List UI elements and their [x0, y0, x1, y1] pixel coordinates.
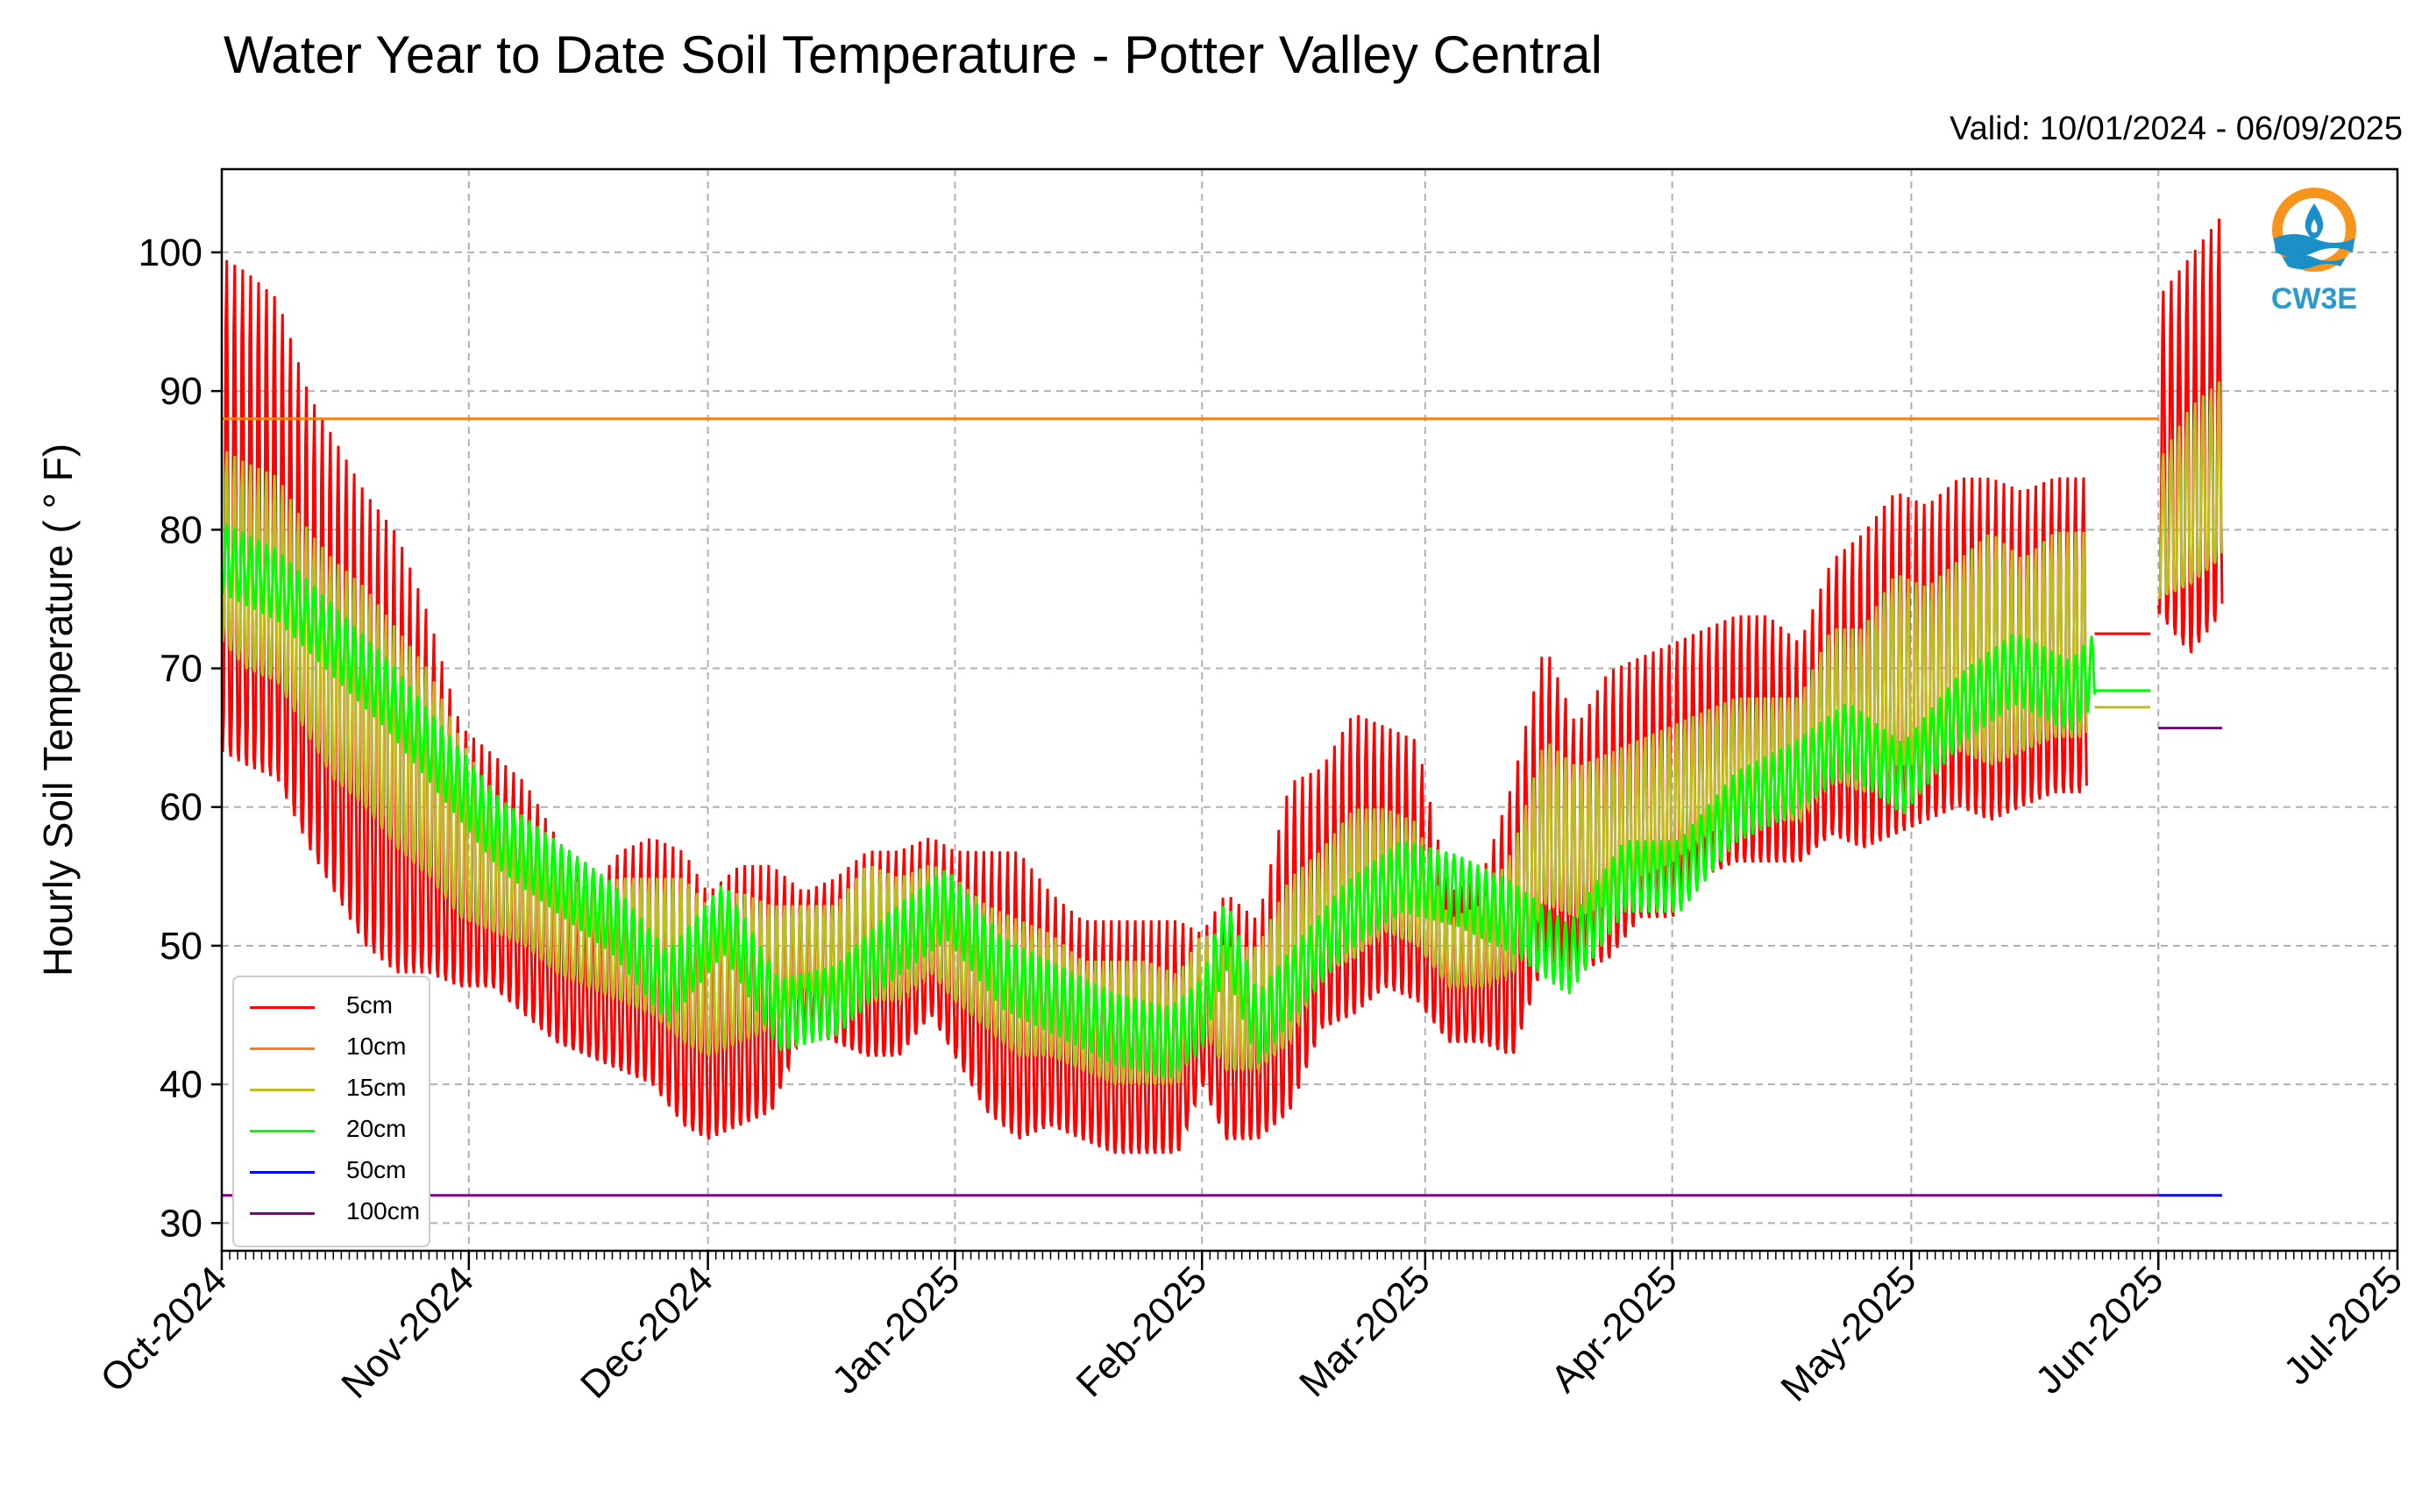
legend-item-20cm: 20cm — [250, 1113, 425, 1148]
legend-swatch-20cm — [250, 1130, 315, 1132]
x-tick-label: Mar-2025 — [1291, 1258, 1438, 1405]
x-tick-label: Oct-2024 — [92, 1258, 235, 1401]
legend-label: 20cm — [346, 1115, 407, 1142]
cw3e-logo: CW3E — [2262, 184, 2367, 316]
legend-swatch-5cm — [250, 1006, 315, 1009]
legend-item-5cm: 5cm — [250, 990, 425, 1025]
y-tick-label: 90 — [160, 370, 202, 413]
legend-label: 10cm — [346, 1033, 407, 1060]
legend-label: 15cm — [346, 1074, 407, 1101]
y-tick-label: 40 — [160, 1063, 202, 1106]
legend-swatch-15cm — [250, 1089, 315, 1091]
legend-item-10cm: 10cm — [250, 1031, 425, 1066]
y-tick-label: 50 — [160, 925, 202, 968]
valid-date-range: Valid: 10/01/2024 - 06/09/2025 — [1950, 110, 2403, 147]
x-tick-label: Jul-2025 — [2276, 1258, 2411, 1393]
plot-frame — [220, 167, 2399, 1253]
x-tick-label: Jun-2025 — [2028, 1258, 2171, 1402]
legend-item-50cm: 50cm — [250, 1154, 425, 1189]
legend-swatch-10cm — [250, 1047, 315, 1050]
x-tick-label: May-2025 — [1772, 1258, 1924, 1409]
chart-title: Water Year to Date Soil Temperature - Po… — [224, 25, 1602, 84]
x-tick-label: Feb-2025 — [1068, 1258, 1215, 1405]
legend-label: 5cm — [346, 991, 393, 1019]
x-tick-label: Nov-2024 — [333, 1258, 482, 1407]
legend-item-100cm: 100cm — [250, 1196, 425, 1231]
logo-text: CW3E — [2270, 282, 2358, 316]
water-drop-logo-icon — [2272, 188, 2356, 272]
series-20cm-line — [220, 523, 2096, 1078]
y-tick-label: 100 — [138, 231, 202, 274]
legend-label: 100cm — [346, 1197, 421, 1225]
chart-legend: 5cm 10cm 15cm 20cm 50cm 100cm — [232, 976, 430, 1247]
series-5cm-line — [220, 259, 2088, 1154]
legend-label: 50cm — [346, 1156, 407, 1183]
y-tick-label: 70 — [160, 648, 202, 691]
x-tick-label: Dec-2024 — [572, 1258, 721, 1407]
legend-swatch-100cm — [250, 1212, 315, 1215]
legend-swatch-50cm — [250, 1171, 315, 1174]
y-tick-label: 60 — [160, 786, 202, 829]
y-tick-label: 30 — [160, 1202, 202, 1245]
y-axis-label: Hourly Soil Temperature ( ° F) — [35, 444, 81, 976]
x-minor-ticks — [221, 1251, 2398, 1260]
y-tick-label: 80 — [160, 508, 202, 551]
x-tick-label: Apr-2025 — [1543, 1258, 1686, 1401]
series-15cm-line-june — [2156, 381, 2224, 600]
x-tick-label: Jan-2025 — [824, 1258, 968, 1402]
legend-item-15cm: 15cm — [250, 1072, 425, 1107]
